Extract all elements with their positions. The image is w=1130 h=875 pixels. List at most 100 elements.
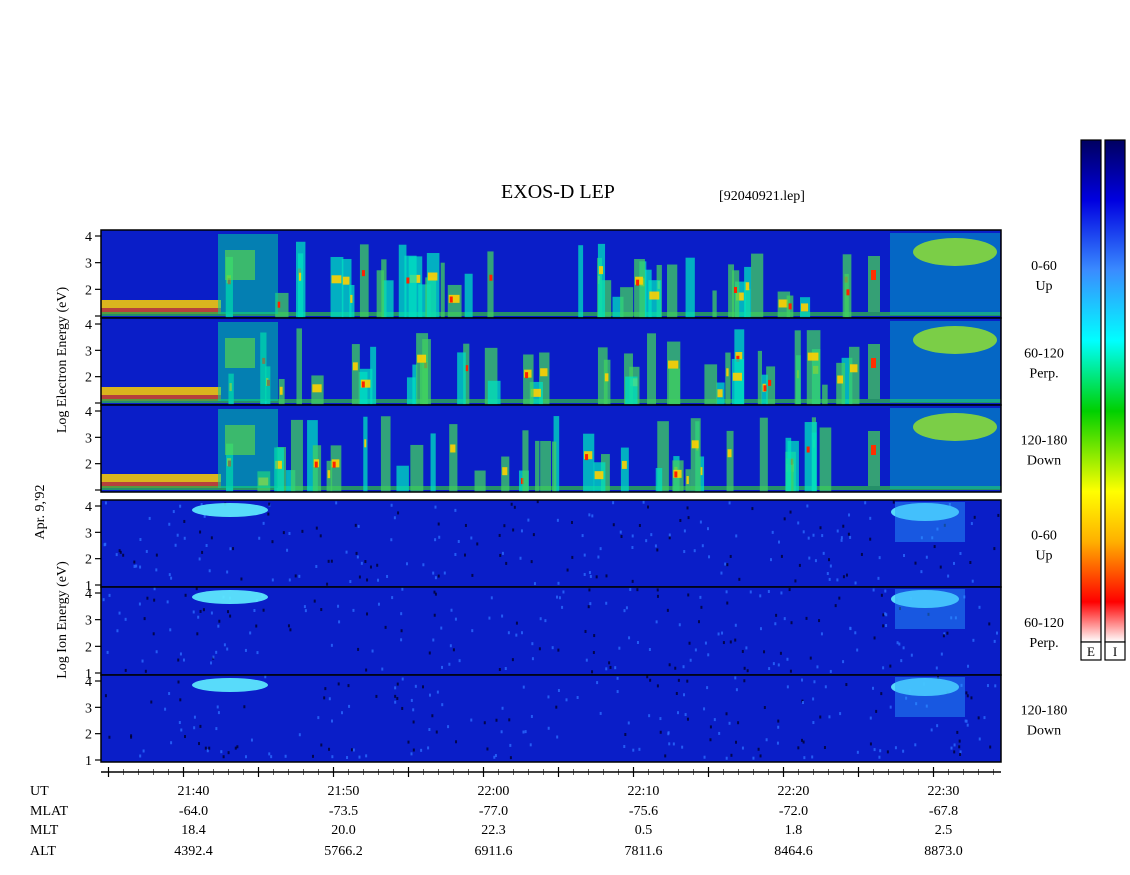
energy-axis: 1 2 3 4 (85, 587, 101, 682)
y-tick-label: 1 (85, 667, 92, 682)
direction-label: Down (1027, 454, 1061, 469)
colorbar-label-box (1080, 641, 1102, 661)
y-tick-label: 4 (85, 405, 92, 420)
ephemeris-mlt-value: 1.8 (785, 823, 803, 838)
spectral-features (101, 233, 1001, 318)
date-label: Apr. 9,'92 (33, 484, 48, 539)
label-word: (eV) (55, 287, 70, 316)
spectral-features (103, 500, 1000, 586)
ion-energy-label: Log Ion Energy (eV) (55, 561, 70, 679)
panel-ion-0-60 (100, 499, 1002, 588)
y-tick-label: 2 (85, 458, 92, 473)
colorbar-label: I (1113, 644, 1117, 659)
direction-label: Perp. (1029, 367, 1058, 382)
panel-frame (100, 404, 1002, 493)
ephemeris-row-label: MLT (30, 823, 59, 838)
y-tick-label: 3 (85, 431, 92, 446)
spectral-features (101, 408, 1001, 492)
panel-electron-0-60 (100, 229, 1002, 319)
ephemeris-alt-value: 8873.0 (924, 844, 963, 859)
ephemeris-ut-value: 22:20 (778, 784, 810, 799)
y-tick-label: 2 (85, 553, 92, 568)
ephemeris-mlat-value: -72.0 (779, 804, 808, 819)
ephemeris-mlt-value: 20.0 (331, 823, 356, 838)
panel-frame (100, 674, 1002, 763)
ephemeris-row-label: MLAT (30, 804, 69, 819)
spectral-features (101, 321, 1001, 405)
ephemeris-mlt-value: 18.4 (181, 823, 206, 838)
colorbar-I: I (1104, 139, 1126, 661)
direction-label: Down (1027, 724, 1061, 739)
colorbar-label-box (1104, 641, 1126, 661)
energy-axis: 2 3 4 (85, 405, 101, 491)
electron-label-text: Log Electron Energy (eV) (55, 287, 70, 434)
ephemeris-row-label: UT (30, 784, 49, 799)
species-axis-labels: Log Electron Energy (eV)Log Ion Energy (… (33, 287, 70, 679)
file-label: [92040921.lep] (719, 189, 805, 204)
pitch-angle-labels: 0-60 Up 60-120 Perp. 120-180 Down 0-60 Up 60-120… (1021, 259, 1068, 739)
pitch-range-label: 120-180 (1021, 704, 1068, 719)
pitch-range-label: 60-120 (1024, 347, 1064, 362)
spectral-features (102, 587, 998, 674)
ephemeris-alt-value: 5766.2 (324, 844, 363, 859)
ion-label-text: Log Ion Energy (eV) (55, 561, 70, 679)
direction-label: Up (1035, 549, 1052, 564)
label-word: Energy (55, 590, 70, 634)
panel-ion-60-120 (100, 586, 1002, 676)
ephemeris-mlt-value: 2.5 (935, 823, 953, 838)
ephemeris-ut-value: 21:50 (328, 784, 360, 799)
y-tick-label: 1 (85, 579, 92, 594)
colorbar-gradient (1080, 139, 1102, 643)
ephemeris-mlt-value: 22.3 (481, 823, 506, 838)
y-tick-label: 3 (85, 344, 92, 359)
ephemeris-mlat-value: -64.0 (179, 804, 208, 819)
label-word: Log (55, 656, 70, 679)
pitch-range-label: 0-60 (1031, 529, 1057, 544)
y-tick-label: 2 (85, 283, 92, 298)
energy-axis: 1 2 3 4 (85, 675, 101, 769)
direction-label: Up (1035, 279, 1052, 294)
y-tick-label: 3 (85, 257, 92, 272)
panel-electron-120-180 (100, 404, 1002, 493)
ephemeris-mlat-value: -77.0 (479, 804, 508, 819)
ephemeris-ut-value: 22:30 (928, 784, 960, 799)
energy-axis: 2 3 4 (85, 318, 101, 404)
ephemeris-mlat-value: -73.5 (329, 804, 358, 819)
colorbar-label: E (1087, 644, 1095, 659)
y-tick-label: 4 (85, 587, 92, 602)
ephemeris-ut-value: 22:10 (628, 784, 660, 799)
label-word: Ion (55, 634, 70, 656)
y-tick-label: 2 (85, 371, 92, 386)
spectrogram-panels (100, 229, 1002, 763)
ephemeris-alt-value: 7811.6 (625, 844, 663, 859)
y-tick-label: 4 (85, 500, 92, 515)
label-word: Energy (55, 316, 70, 360)
y-tick-label: 4 (85, 318, 92, 333)
spectral-features (104, 675, 997, 760)
chart-title: EXOS-D LEP (501, 181, 615, 203)
energy-axis: 2 3 4 (85, 230, 101, 317)
panel-electron-60-120 (100, 317, 1002, 406)
ephemeris-mlat-value: -67.8 (929, 804, 958, 819)
ephemeris-alt-value: 8464.6 (774, 844, 813, 859)
label-word: Electron (55, 360, 70, 411)
pitch-range-label: 60-120 (1024, 616, 1064, 631)
label-word: Log (55, 411, 70, 434)
ephemeris-alt-value: 6911.6 (475, 844, 513, 859)
ephemeris-ut-value: 22:00 (478, 784, 510, 799)
energy-axis: 1 2 3 4 (85, 500, 101, 594)
date-text: Apr. 9,'92 (33, 484, 48, 539)
direction-label: Perp. (1029, 636, 1058, 651)
ephemeris-mlat-value: -75.6 (629, 804, 658, 819)
ephemeris-ut-value: 21:40 (178, 784, 210, 799)
colorbar-gradient (1104, 139, 1126, 643)
y-tick-label: 2 (85, 640, 92, 655)
ephemeris-alt-value: 4392.4 (174, 844, 213, 859)
colorbar-E: E (1080, 139, 1102, 661)
y-tick-label: 3 (85, 526, 92, 541)
pitch-range-label: 120-180 (1021, 434, 1068, 449)
ephemeris-row-label: ALT (30, 844, 56, 859)
ephemeris-mlt-value: 0.5 (635, 823, 653, 838)
